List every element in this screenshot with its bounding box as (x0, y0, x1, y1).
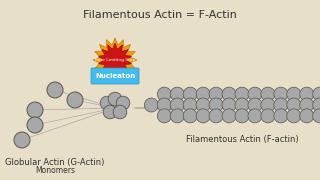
Text: Filamentous Actin (F-actin): Filamentous Actin (F-actin) (186, 135, 298, 144)
Circle shape (235, 98, 249, 112)
Circle shape (300, 109, 314, 123)
Text: Rate Limiting Step: Rate Limiting Step (95, 58, 135, 62)
Circle shape (113, 105, 127, 119)
Polygon shape (93, 38, 137, 82)
Circle shape (196, 109, 210, 123)
Circle shape (274, 109, 288, 123)
Circle shape (300, 98, 314, 112)
Circle shape (170, 87, 184, 101)
Text: Nucleaton: Nucleaton (95, 73, 135, 79)
Circle shape (274, 87, 288, 101)
Text: Globular Actin (G-Actin): Globular Actin (G-Actin) (5, 158, 105, 167)
Text: Filamentous Actin = F-Actin: Filamentous Actin = F-Actin (83, 10, 237, 20)
Circle shape (222, 87, 236, 101)
Circle shape (27, 102, 43, 118)
Circle shape (209, 109, 223, 123)
Circle shape (287, 98, 301, 112)
Circle shape (100, 96, 114, 110)
Circle shape (209, 87, 223, 101)
Circle shape (157, 109, 171, 123)
Circle shape (67, 92, 83, 108)
Circle shape (27, 117, 43, 133)
Circle shape (287, 87, 301, 101)
Circle shape (170, 98, 184, 112)
Circle shape (196, 87, 210, 101)
Circle shape (170, 109, 184, 123)
Circle shape (222, 109, 236, 123)
Text: Monomers: Monomers (35, 166, 75, 175)
Circle shape (209, 98, 223, 112)
Circle shape (248, 98, 262, 112)
Circle shape (116, 96, 130, 110)
Circle shape (108, 92, 122, 106)
Circle shape (261, 98, 275, 112)
Polygon shape (99, 43, 132, 77)
Circle shape (196, 98, 210, 112)
Circle shape (183, 98, 197, 112)
Circle shape (235, 109, 249, 123)
Circle shape (313, 109, 320, 123)
Circle shape (47, 82, 63, 98)
Circle shape (313, 98, 320, 112)
Circle shape (235, 87, 249, 101)
Circle shape (157, 98, 171, 112)
Circle shape (157, 87, 171, 101)
FancyBboxPatch shape (91, 68, 139, 84)
Circle shape (287, 109, 301, 123)
Circle shape (144, 98, 158, 112)
Circle shape (261, 87, 275, 101)
Circle shape (248, 87, 262, 101)
Circle shape (274, 98, 288, 112)
Circle shape (261, 109, 275, 123)
Circle shape (103, 105, 117, 119)
Circle shape (313, 87, 320, 101)
Circle shape (14, 132, 30, 148)
Circle shape (300, 87, 314, 101)
Circle shape (222, 98, 236, 112)
Circle shape (183, 109, 197, 123)
Circle shape (183, 87, 197, 101)
Circle shape (248, 109, 262, 123)
